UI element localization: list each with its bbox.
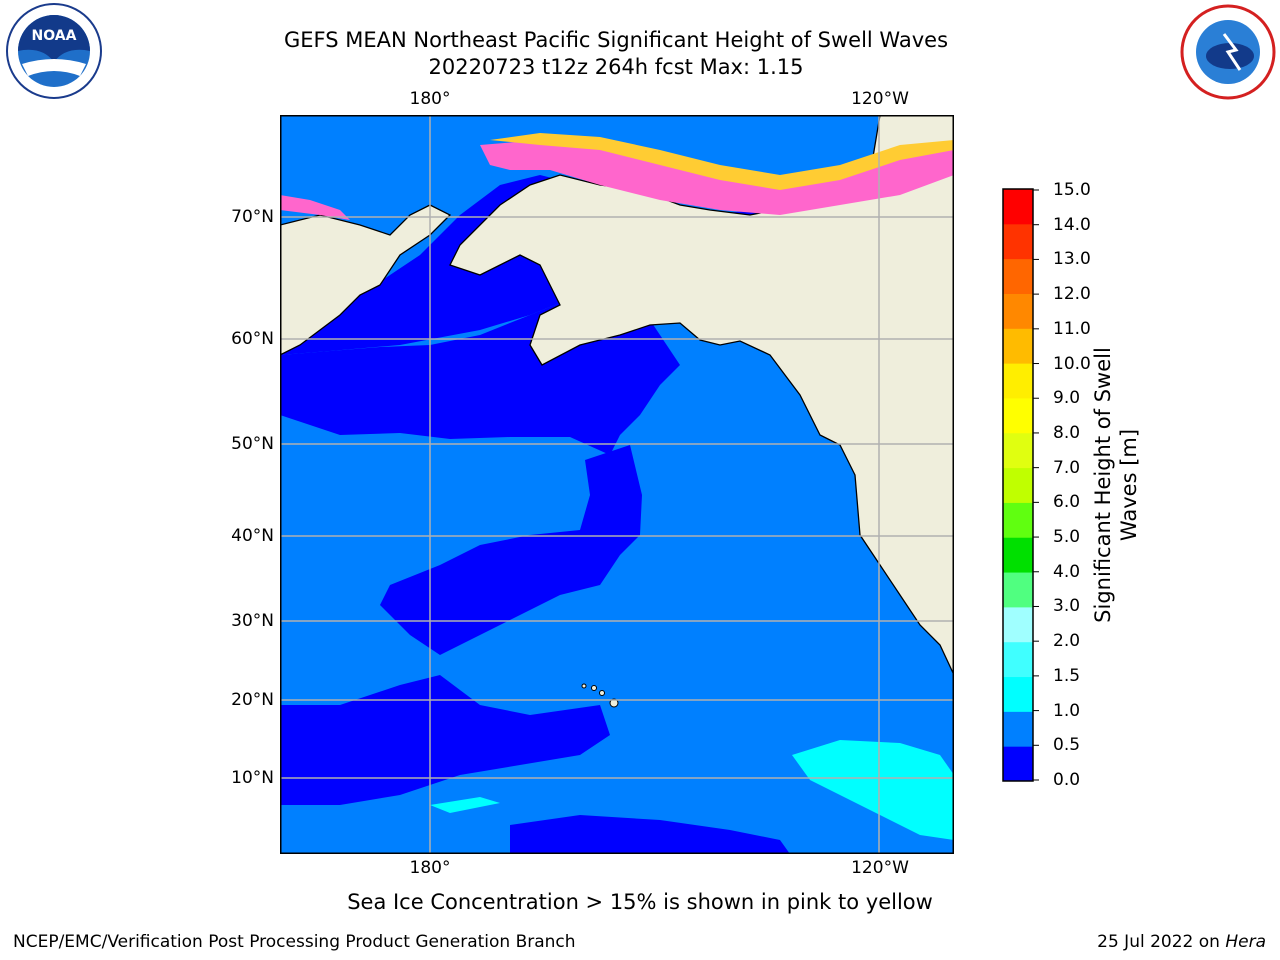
- colorbar-tick-label: 3.0: [1053, 596, 1081, 617]
- lat-label-20n: 20°N: [231, 690, 274, 710]
- colorbar-bin: [1003, 328, 1033, 364]
- footer-date-text: 25 Jul 2022 on: [1097, 932, 1226, 952]
- nws-logo: [1180, 4, 1276, 100]
- colorbar-bin: [1003, 641, 1033, 678]
- colorbar-tick-label: 0.0: [1053, 770, 1081, 790]
- colorbar-bin: [1003, 676, 1033, 712]
- noaa-text: NOAA: [32, 28, 77, 44]
- colorbar-tick-label: 14.0: [1053, 214, 1091, 235]
- colorbar-tick-label: 15.0: [1053, 180, 1091, 200]
- colorbar-tick-label: 10.0: [1053, 353, 1091, 374]
- colorbar-bin: [1003, 363, 1033, 399]
- colorbar-bin: [1003, 711, 1033, 747]
- map-panel: [280, 115, 954, 854]
- colorbar-tick-label: 1.5: [1053, 665, 1081, 686]
- colorbar-bin: [1003, 746, 1033, 782]
- colorbar-bin: [1003, 397, 1033, 434]
- lat-label-50n: 50°N: [231, 434, 274, 454]
- lon-label-bottom-180: 180°: [409, 858, 451, 878]
- colorbar-title-line1: Significant Height of Swell: [1091, 347, 1115, 623]
- colorbar-tick-label: 8.0: [1053, 422, 1081, 443]
- map-subtitle: 20220723 t12z 264h fcst Max: 1.15: [428, 55, 804, 79]
- graticule: [280, 115, 954, 854]
- colorbar-tick-label: 13.0: [1053, 249, 1091, 270]
- colorbar-bin: [1003, 606, 1033, 643]
- hawaii-islands: [581, 683, 619, 708]
- colorbar-tick-label: 7.0: [1053, 457, 1081, 478]
- colorbar-tick-label: 4.0: [1053, 561, 1081, 582]
- lat-label-30n: 30°N: [231, 611, 274, 631]
- map-frame: [280, 115, 954, 854]
- colorbar-bin: [1003, 537, 1033, 573]
- colorbar-tick-label: 5.0: [1053, 527, 1081, 548]
- lat-label-10n: 10°N: [231, 768, 274, 788]
- colorbar-bin: [1003, 223, 1033, 260]
- colorbar-bin: [1003, 432, 1033, 469]
- low-swell-region-south: [510, 815, 790, 854]
- colorbar-bin: [1003, 189, 1033, 225]
- lon-label-bottom-120w: 120°W: [851, 858, 909, 878]
- siberia-landmass: [280, 204, 452, 356]
- colorbar-tick-label: 1.0: [1053, 700, 1081, 721]
- lat-label-60n: 60°N: [231, 329, 274, 349]
- lon-label-top-180: 180°: [409, 89, 451, 109]
- colorbar-title-line2: Waves [m]: [1117, 428, 1141, 542]
- moderate-swell-streak: [430, 797, 500, 813]
- colorbar-frame: [1002, 188, 1034, 782]
- sea-ice-caption: Sea Ice Concentration > 15% is shown in …: [347, 890, 933, 914]
- colorbar-title: Significant Height of Swell Waves [m]: [1090, 315, 1142, 655]
- lon-label-top-120w: 120°W: [851, 89, 909, 109]
- colorbar-bin: [1003, 467, 1033, 503]
- colorbar-tick-label: 9.0: [1053, 388, 1081, 409]
- lat-label-40n: 40°N: [231, 526, 274, 546]
- colorbar-tick-label: 6.0: [1053, 492, 1081, 513]
- sea-ice-edge: [490, 133, 954, 190]
- sea-ice-chukotka: [280, 195, 350, 220]
- colorbar-bin: [1003, 293, 1033, 329]
- colorbar-bin: [1003, 502, 1033, 538]
- colorbar-tick-label: 12.0: [1053, 284, 1091, 305]
- colorbar-tick-label: 2.0: [1053, 631, 1081, 652]
- colorbar-tick-label: 0.5: [1053, 735, 1081, 756]
- colorbar: [1002, 188, 1039, 782]
- colorbar-tick-label: 11.0: [1053, 318, 1091, 339]
- colorbar-bin: [1003, 572, 1033, 608]
- low-swell-region-southwest: [280, 675, 610, 805]
- moderate-swell-region: [792, 740, 954, 840]
- lat-label-70n: 70°N: [231, 207, 274, 227]
- footer-host: Hera: [1225, 932, 1266, 952]
- footer-credit: NCEP/EMC/Verification Post Processing Pr…: [13, 932, 576, 952]
- low-swell-region-central: [380, 445, 642, 655]
- map-title: GEFS MEAN Northeast Pacific Significant …: [283, 28, 949, 52]
- noaa-logo: NOAA: [6, 3, 102, 99]
- colorbar-bin: [1003, 258, 1033, 294]
- footer-date: 25 Jul 2022 on Hera: [1097, 932, 1266, 952]
